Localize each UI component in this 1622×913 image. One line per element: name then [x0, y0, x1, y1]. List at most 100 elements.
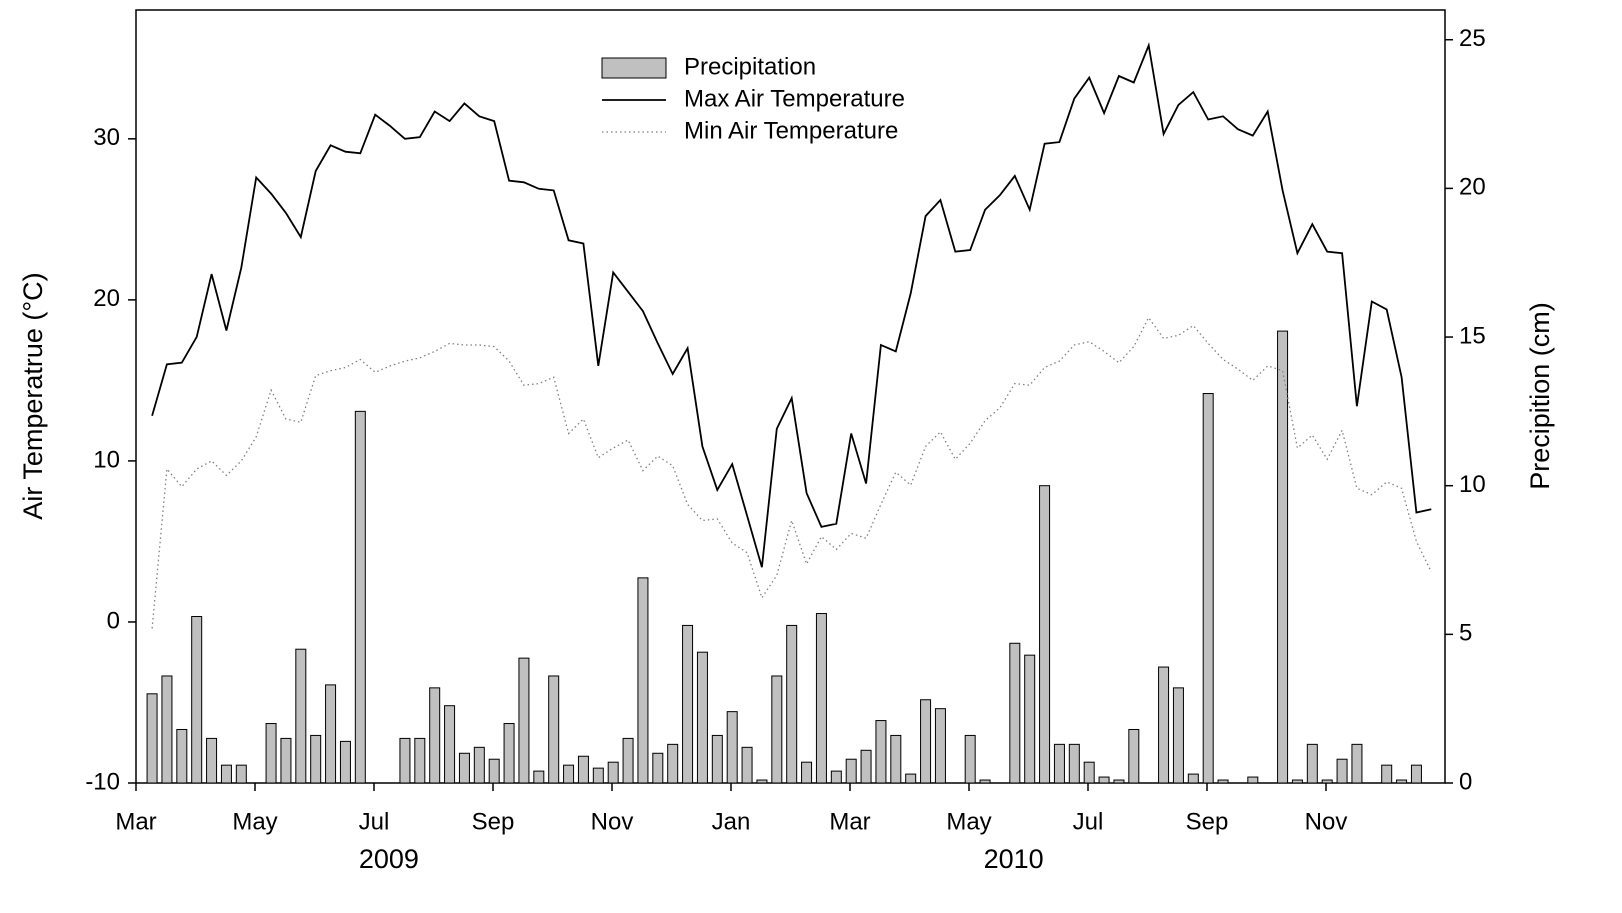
- precipitation-bar: [756, 779, 768, 784]
- x-tick-label: Mar: [115, 808, 156, 835]
- precipitation-bar: [220, 764, 232, 784]
- y2-tick-label: 20: [1459, 174, 1486, 201]
- precipitation-bar: [444, 705, 456, 784]
- precipitation-bar: [1113, 779, 1125, 784]
- precipitation-bar: [622, 737, 634, 784]
- precipitation-bar: [235, 764, 247, 784]
- precipitation-bar: [845, 758, 857, 784]
- precipitation-bar: [1128, 728, 1140, 784]
- precipitation-bar: [1381, 764, 1393, 784]
- x-tick-label: Mar: [829, 808, 870, 835]
- y2-tick-label: 25: [1459, 25, 1486, 52]
- precipitation-bar: [1291, 779, 1303, 784]
- precipitation-bar: [146, 693, 158, 784]
- precipitation-bar: [652, 752, 664, 784]
- precipitation-bar: [206, 737, 218, 784]
- precipitation-bar: [1158, 666, 1170, 784]
- precipitation-bar: [1277, 330, 1289, 784]
- precipitation-bar: [726, 711, 738, 784]
- precipitation-bar: [771, 675, 783, 784]
- precipitation-bar: [1351, 743, 1363, 784]
- precipitation-bar: [548, 675, 560, 784]
- precipitation-bar: [1410, 764, 1422, 784]
- y2-tick-label: 0: [1459, 768, 1472, 795]
- x-tick-label: Jul: [1073, 808, 1104, 835]
- precipitation-bar: [1009, 642, 1021, 784]
- y-tick-label: 20: [93, 285, 120, 312]
- y2-axis-label: Precipition (cm): [1525, 302, 1555, 490]
- precipitation-bar: [295, 648, 307, 784]
- precipitation-bar: [399, 737, 411, 784]
- y2-tick-label: 5: [1459, 620, 1472, 647]
- x-group-label: 2010: [984, 844, 1044, 874]
- x-tick-label: Sep: [472, 808, 515, 835]
- precipitation-bar: [265, 723, 277, 784]
- precipitation-bar: [920, 699, 932, 784]
- precipitation-bar: [801, 761, 813, 784]
- x-tick-label: May: [232, 808, 277, 835]
- precipitation-bar: [1083, 761, 1095, 784]
- precipitation-bar: [815, 613, 827, 784]
- precipitation-bar: [1098, 776, 1110, 784]
- precipitation-bar: [563, 764, 575, 784]
- precipitation-bar: [1068, 743, 1080, 784]
- precipitation-bar: [577, 755, 589, 784]
- legend-label: Precipitation: [684, 53, 816, 80]
- y-tick-label: 10: [93, 446, 120, 473]
- precipitation-bar: [280, 737, 292, 784]
- precipitation-bar: [1321, 779, 1333, 784]
- temperature-line: [151, 316, 1432, 629]
- y-axis-label: Air Temperatrue (°C): [18, 272, 48, 519]
- x-tick-label: Nov: [591, 808, 634, 835]
- x-tick-label: Jul: [359, 808, 390, 835]
- precipitation-bar: [1024, 654, 1036, 784]
- precipitation-bar: [592, 767, 604, 784]
- precipitation-bar: [176, 728, 188, 784]
- precipitation-bar: [1336, 758, 1348, 784]
- precipitation-bar: [325, 684, 337, 784]
- precipitation-bar: [934, 708, 946, 784]
- precipitation-bar: [979, 779, 991, 784]
- precipitation-bar: [1396, 779, 1408, 784]
- precipitation-bar: [964, 734, 976, 784]
- precipitation-bar: [191, 616, 203, 784]
- precipitation-bar: [503, 723, 515, 784]
- y2-tick-label: 15: [1459, 322, 1486, 349]
- temperature-line: [151, 42, 1432, 568]
- precipitation-bar: [682, 624, 694, 784]
- precipitation-bar: [518, 657, 530, 784]
- precipitation-bar: [1217, 779, 1229, 784]
- x-tick-label: Jan: [712, 808, 751, 835]
- precipitation-bar: [1172, 687, 1184, 784]
- y-tick-label: 30: [93, 124, 120, 151]
- precipitation-bar: [890, 734, 902, 784]
- precipitation-bar: [1187, 773, 1199, 784]
- y2-tick-label: 10: [1459, 471, 1486, 498]
- precipitation-bar: [354, 410, 366, 784]
- x-tick-label: Nov: [1305, 808, 1348, 835]
- precipitation-bar: [905, 773, 917, 784]
- precipitation-bar: [830, 770, 842, 784]
- precipitation-bar: [786, 624, 798, 784]
- precipitation-bar: [696, 651, 708, 784]
- x-tick-label: May: [946, 808, 991, 835]
- precipitation-bar: [875, 720, 887, 784]
- precipitation-bar: [1039, 485, 1051, 784]
- precipitation-bar: [488, 758, 500, 784]
- precipitation-bar: [711, 734, 723, 784]
- precipitation-bar: [667, 743, 679, 784]
- x-group-label: 2009: [359, 844, 419, 874]
- legend-swatch: [601, 57, 667, 79]
- legend-label: Max Air Temperature: [684, 85, 905, 112]
- precipitation-bar: [429, 687, 441, 784]
- y-tick-label: -10: [85, 768, 120, 795]
- precipitation-bar: [458, 752, 470, 784]
- y-tick-label: 0: [107, 607, 120, 634]
- precipitation-bar: [161, 675, 173, 784]
- precipitation-bar: [339, 740, 351, 784]
- precipitation-bar: [414, 737, 426, 784]
- precipitation-bar: [533, 770, 545, 784]
- precipitation-bar: [637, 577, 649, 784]
- precipitation-bar: [1247, 776, 1259, 784]
